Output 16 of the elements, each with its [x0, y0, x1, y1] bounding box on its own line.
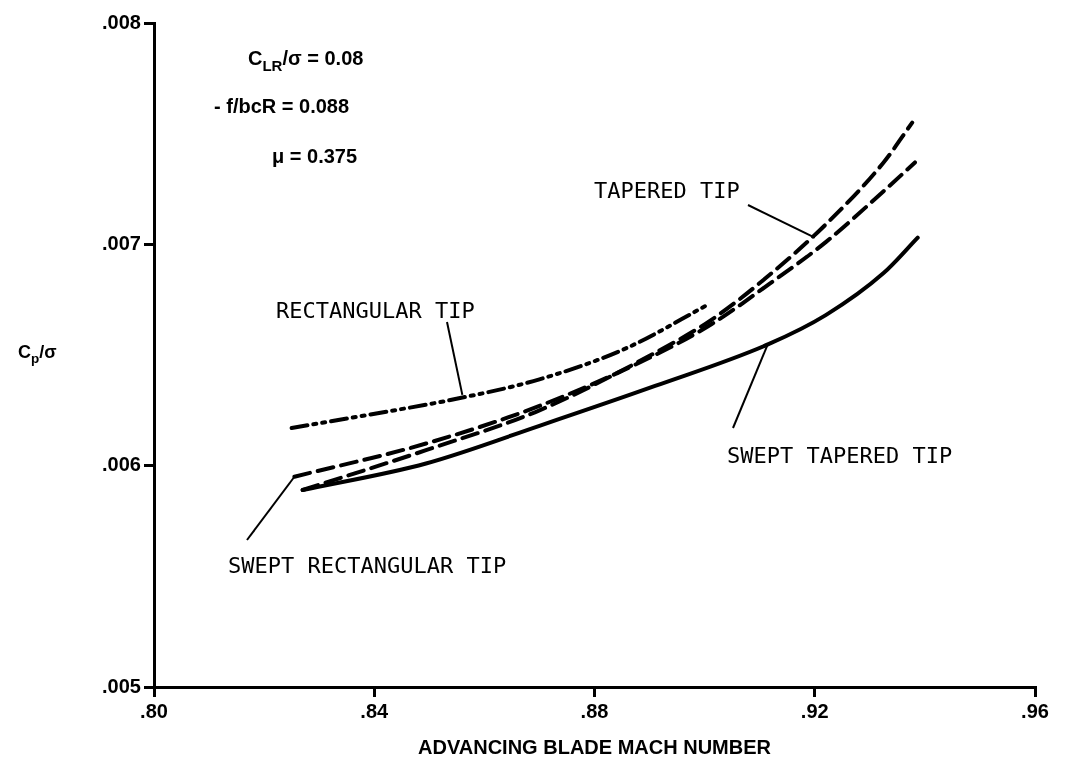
- annotation: - f/bcR = 0.088: [214, 95, 350, 117]
- y-tick-label: .005: [102, 674, 141, 697]
- annotation: RECTANGULAR TIP: [276, 298, 475, 323]
- y-tick-label: .006: [102, 453, 141, 476]
- x-tick-label: .84: [360, 699, 390, 722]
- x-tick-label: .88: [580, 699, 609, 722]
- x-tick-label: .80: [140, 699, 168, 722]
- x-tick-label: .96: [1021, 699, 1049, 722]
- annotation: μ = 0.375: [272, 145, 358, 167]
- y-tick-label: .008: [102, 10, 141, 33]
- x-tick-label: .92: [800, 699, 829, 722]
- annotation: SWEPT RECTANGULAR TIP: [228, 553, 507, 578]
- annotation: SWEPT TAPERED TIP: [727, 443, 953, 468]
- x-axis-title: ADVANCING BLADE MACH NUMBER: [418, 735, 772, 758]
- annotation: TAPERED TIP: [594, 178, 740, 203]
- y-tick-label: .007: [102, 231, 141, 254]
